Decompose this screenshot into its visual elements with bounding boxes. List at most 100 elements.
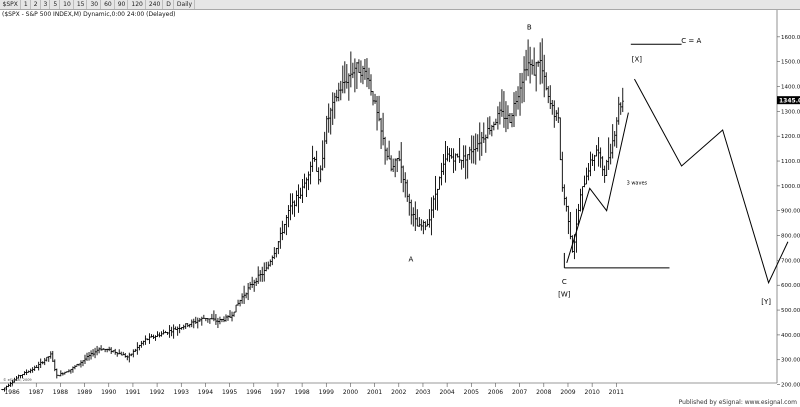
ohlc-bar — [553, 100, 556, 128]
ohlc-bar — [337, 82, 340, 102]
interval-button-5[interactable]: 5 — [51, 0, 61, 9]
projection-path — [634, 78, 789, 285]
annotation-3-waves: 3 waves — [627, 181, 648, 187]
ohlc-bar — [514, 90, 518, 117]
y-tick-label: 1500.00 — [781, 60, 800, 66]
ohlc-bar — [47, 356, 50, 362]
x-tick-label: 1996 — [246, 389, 261, 396]
ohlc-bar — [581, 186, 584, 211]
ohlc-bar — [454, 153, 457, 171]
ohlc-bar — [132, 349, 135, 358]
ohlc-bar — [93, 347, 97, 359]
ohlc-bar — [291, 193, 294, 215]
x-tick-label: 1988 — [53, 389, 68, 396]
ohlc-bar — [391, 158, 395, 172]
ohlc-bar — [301, 178, 304, 203]
annotation-x: [X] — [632, 56, 643, 64]
ohlc-bar — [494, 118, 498, 126]
ohlc-bar — [79, 360, 83, 368]
interval-button-d[interactable]: D — [164, 0, 174, 9]
x-tick-label: 2006 — [488, 389, 503, 396]
ohlc-bar — [168, 325, 171, 338]
ohlc-bar — [218, 316, 222, 325]
ohlc-bar — [377, 95, 381, 122]
ohlc-bar — [281, 220, 284, 241]
ohlc-bar — [31, 367, 34, 373]
price-axis-ticks: 200.00 300.00 400.00 500.00 600.00 700.00 800.… — [777, 35, 800, 389]
ohlc-bar — [385, 147, 389, 161]
interval-button-1[interactable]: 1 — [22, 0, 31, 9]
interval-button-30[interactable]: 30 — [88, 0, 102, 9]
x-tick-label: 1992 — [149, 389, 164, 396]
ohlc-bar — [152, 334, 155, 340]
ohlc-bar — [540, 38, 544, 84]
ohlc-bar — [29, 368, 32, 374]
interval-button-10[interactable]: 10 — [61, 0, 74, 9]
interval-button-3[interactable]: 3 — [42, 0, 51, 9]
ohlc-bar — [49, 351, 52, 359]
ohlc-bar — [365, 58, 369, 88]
ohlc-bar — [287, 205, 290, 228]
ohlc-bar — [226, 315, 230, 321]
ohlc-bar — [230, 311, 234, 322]
ohlc-bar — [607, 137, 610, 170]
interval-button-daily[interactable]: Daily — [175, 0, 196, 9]
x-tick-label: 1999 — [319, 389, 334, 396]
ohlc-bar — [557, 107, 560, 124]
ohlc-bar — [591, 153, 594, 167]
interval-button-2[interactable]: 2 — [32, 0, 41, 9]
interval-button-240[interactable]: 240 — [147, 0, 164, 9]
interval-button-60[interactable]: 60 — [102, 0, 115, 9]
ohlc-bar — [182, 324, 185, 330]
wave-annotations: B C = A [X] 3 waves A C [W] [Y] — [408, 23, 771, 305]
ohlc-bar — [307, 171, 310, 191]
ohlc-bar — [73, 365, 77, 370]
ohlc-bar — [438, 176, 441, 190]
x-tick-label: 1987 — [29, 389, 44, 396]
ohlc-bar — [353, 58, 357, 93]
ohlc-bar — [87, 352, 91, 361]
ohlc-bar — [345, 64, 349, 89]
ohlc-bar — [23, 371, 26, 376]
ohlc-bar — [460, 159, 463, 170]
ohlc-bar — [176, 326, 179, 336]
y-tick-label: 1300.00 — [781, 109, 800, 115]
ohlc-bar — [446, 145, 449, 162]
ohlc-bar — [466, 154, 469, 179]
ohlc-bar — [381, 112, 385, 146]
x-tick-label: 1991 — [125, 389, 140, 396]
ohlc-bar — [242, 285, 246, 304]
three-waves-path — [566, 112, 629, 264]
ohlc-bar — [303, 173, 306, 189]
ohlc-bar — [486, 117, 490, 139]
ohlc-bar — [355, 62, 359, 89]
ohlc-bar — [252, 279, 256, 292]
ohlc-bar — [522, 56, 526, 103]
ohlc-bar — [359, 60, 363, 83]
ohlc-bar — [228, 310, 232, 318]
ohlc-bar — [89, 350, 93, 360]
ohlc-bar — [341, 65, 344, 94]
ohlc-bar — [305, 177, 308, 198]
ohlc-bar — [232, 311, 236, 317]
ohlc-bar — [518, 73, 522, 116]
last-price-marker: 1345.02 — [777, 96, 800, 104]
x-tick-label: 1995 — [222, 389, 237, 396]
ohlc-bar — [418, 217, 421, 227]
interval-button-90[interactable]: 90 — [116, 0, 129, 9]
ohlc-bar — [476, 134, 479, 152]
ohlc-bar — [317, 167, 320, 185]
x-tick-label: 2001 — [367, 389, 382, 396]
ohlc-bar — [569, 211, 572, 240]
ohlc-bar — [496, 106, 500, 130]
interval-button-120[interactable]: 120 — [129, 0, 146, 9]
interval-button-15[interactable]: 15 — [75, 0, 88, 9]
ohlc-bar — [502, 91, 506, 128]
ohlc-bar — [621, 87, 624, 113]
ohlc-bar — [297, 184, 300, 213]
ohlc-bar — [593, 154, 596, 171]
ohlc-bar — [611, 124, 614, 159]
interval-button-spx[interactable]: $SPX — [1, 0, 21, 9]
ohlc-bar — [162, 329, 165, 335]
ohlc-bar — [504, 101, 508, 133]
